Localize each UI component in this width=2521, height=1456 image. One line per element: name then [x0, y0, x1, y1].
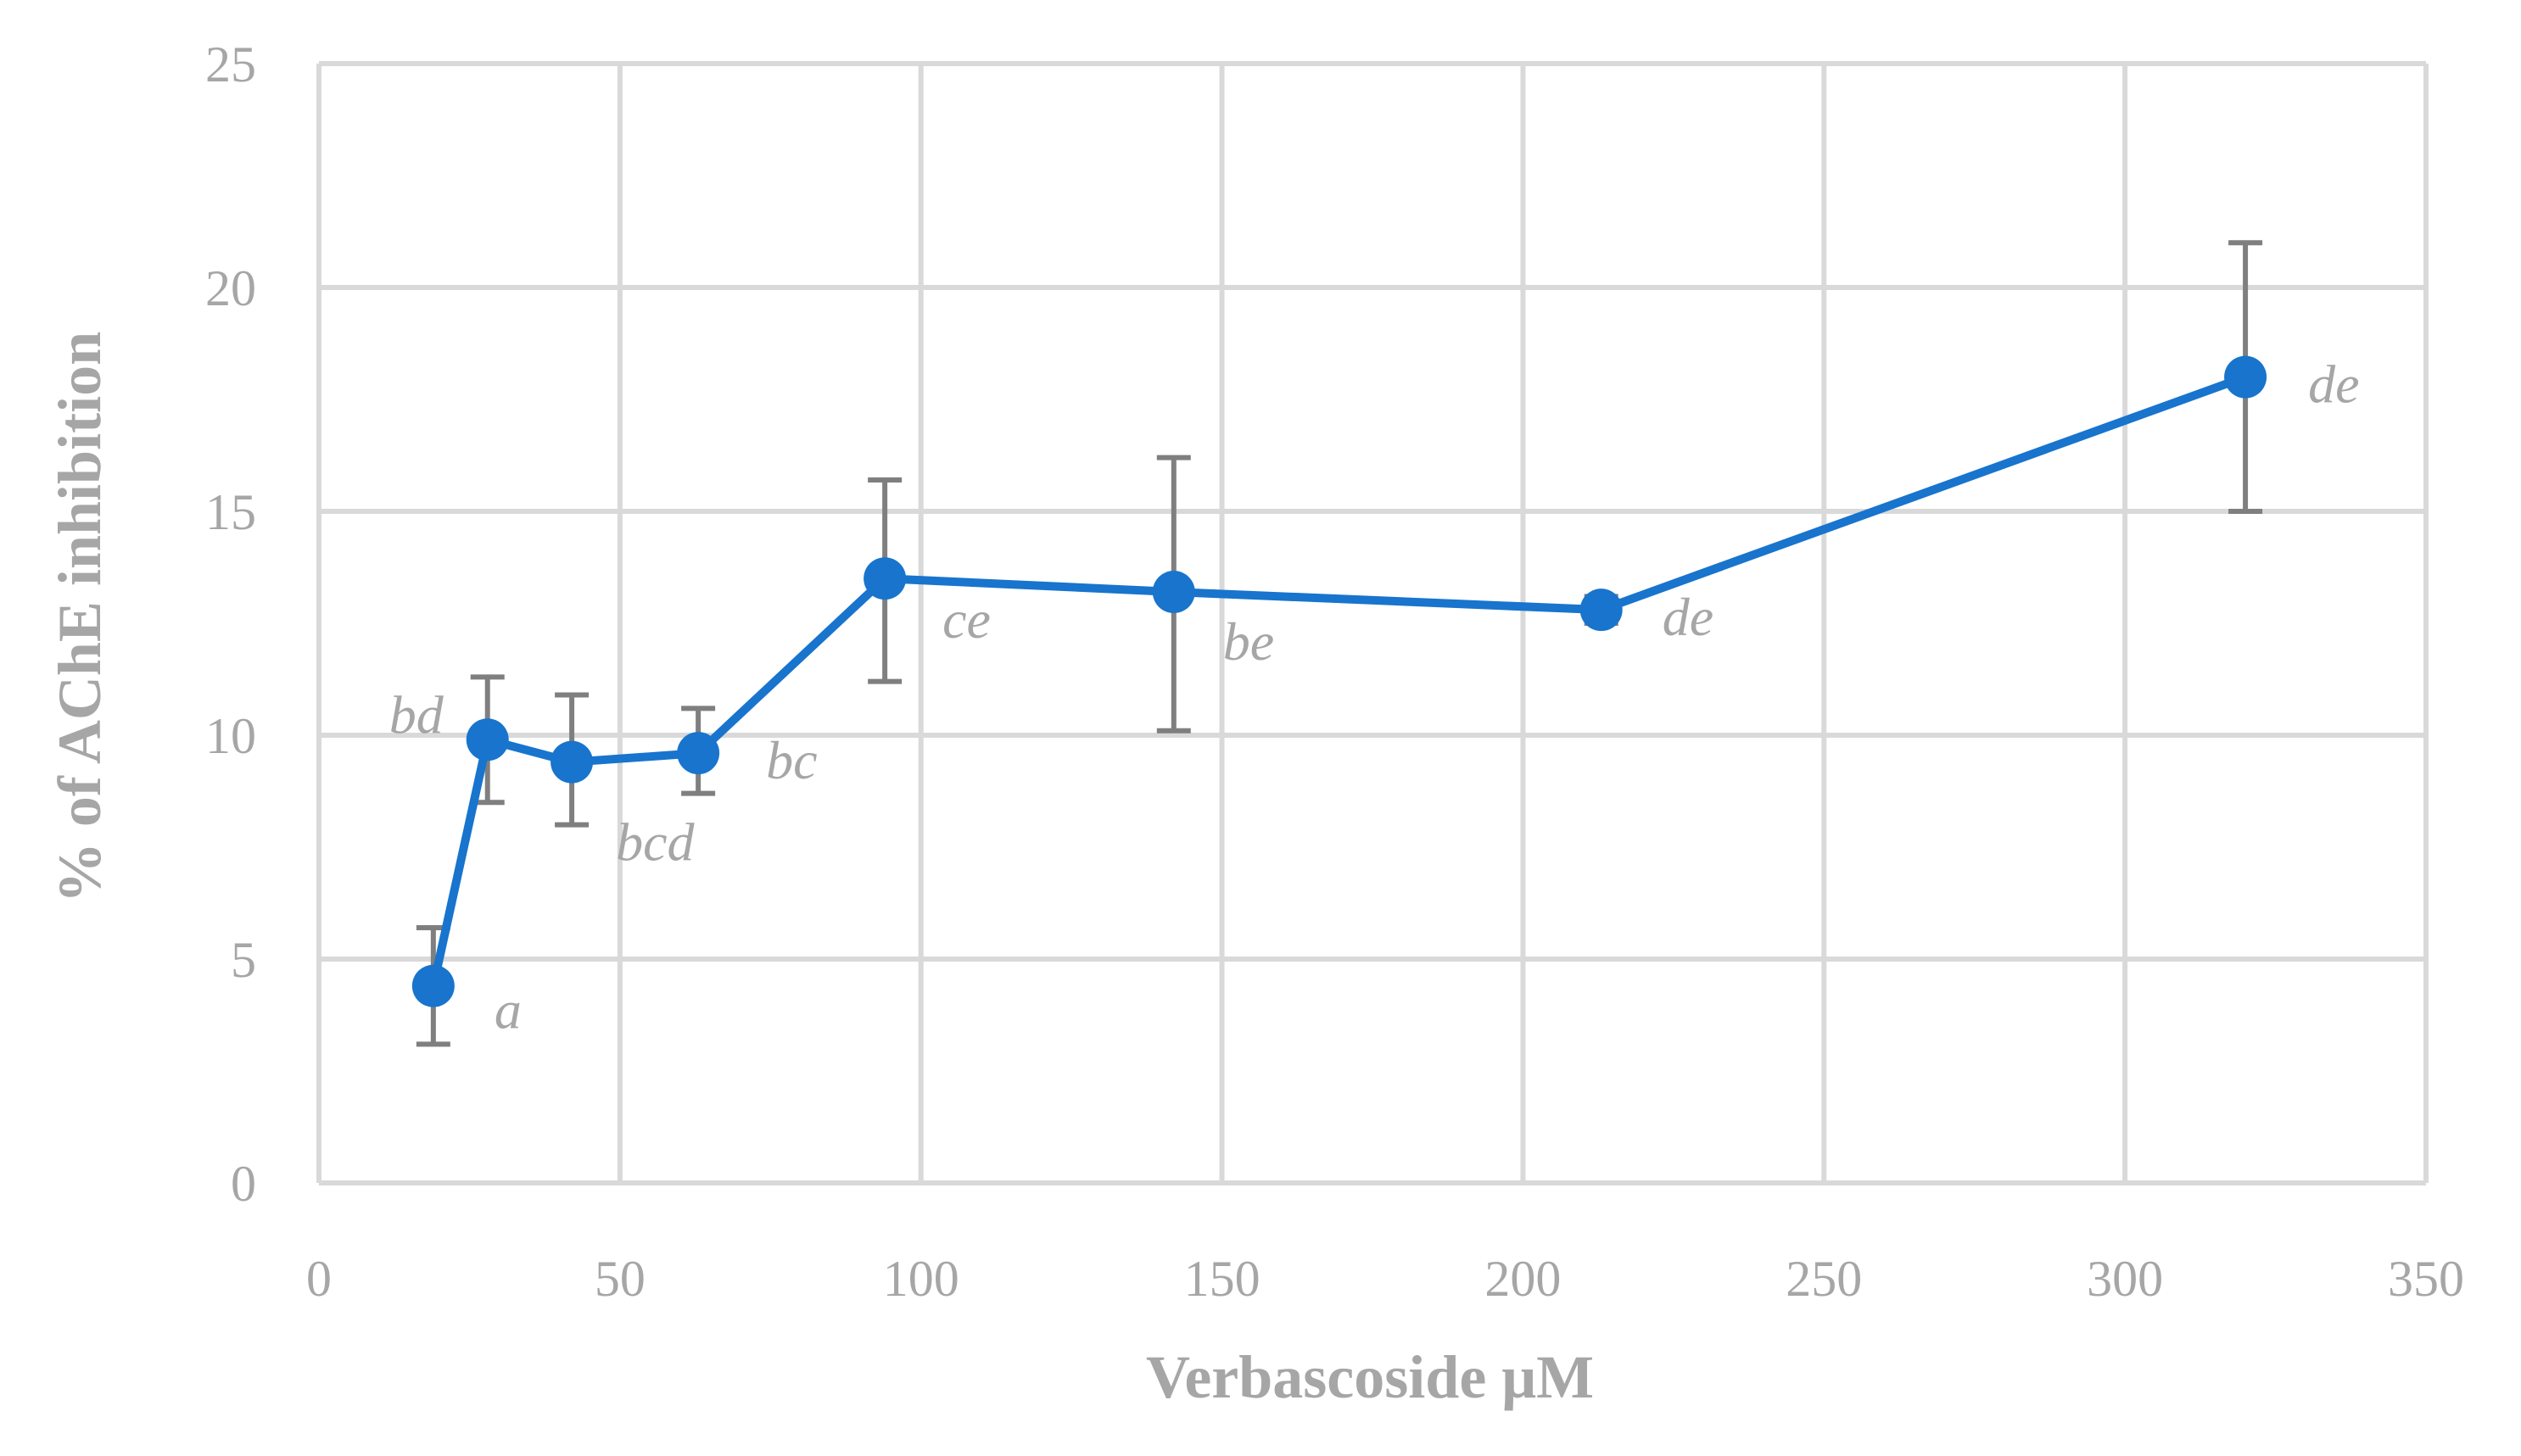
data-points: [411, 355, 2267, 1007]
data-point: [1579, 589, 1623, 632]
data-point: [411, 964, 455, 1007]
y-tick-label: 25: [205, 36, 256, 92]
point-label: bd: [389, 684, 444, 745]
point-label: ce: [942, 589, 991, 650]
point-label: a: [495, 980, 522, 1040]
y-tick-label: 20: [205, 260, 256, 316]
data-point: [677, 732, 720, 775]
y-axis-title: % of AChE inhibition: [46, 332, 114, 903]
x-tick-label: 100: [883, 1251, 959, 1307]
x-tick-label: 50: [595, 1251, 646, 1307]
data-point: [466, 718, 509, 761]
data-point: [551, 740, 594, 784]
series-lines: [428, 372, 2247, 987]
x-tick-label: 150: [1184, 1251, 1260, 1307]
data-point: [864, 557, 907, 600]
data-point: [2224, 355, 2267, 399]
x-axis-ticks: 0 50 100 150 200 250 300 350: [306, 1251, 2464, 1307]
x-tick-label: 200: [1484, 1251, 1561, 1307]
y-axis-ticks: 0 5 10 15 20 25: [205, 36, 256, 1212]
point-label: be: [1223, 611, 1274, 672]
x-tick-label: 0: [306, 1251, 332, 1307]
y-tick-label: 10: [205, 708, 256, 764]
x-axis-title: Verbascoside μM: [1146, 1343, 1594, 1411]
x-tick-label: 300: [2087, 1251, 2163, 1307]
x-tick-label: 250: [1786, 1251, 1862, 1307]
grid: [316, 61, 2429, 1185]
point-label: bc: [766, 730, 817, 790]
point-label: bcd: [616, 812, 695, 873]
point-label: de: [2308, 354, 2359, 415]
data-point: [1152, 571, 1195, 614]
y-tick-label: 15: [205, 484, 256, 540]
point-label: de: [1663, 587, 1713, 647]
y-tick-label: 0: [231, 1156, 256, 1212]
y-tick-label: 5: [231, 932, 256, 988]
error-bars: [416, 240, 2263, 1047]
point-labels: a bd bcd bc ce be de de: [389, 354, 2360, 1040]
x-tick-label: 350: [2388, 1251, 2464, 1307]
series-line: [428, 372, 2247, 987]
